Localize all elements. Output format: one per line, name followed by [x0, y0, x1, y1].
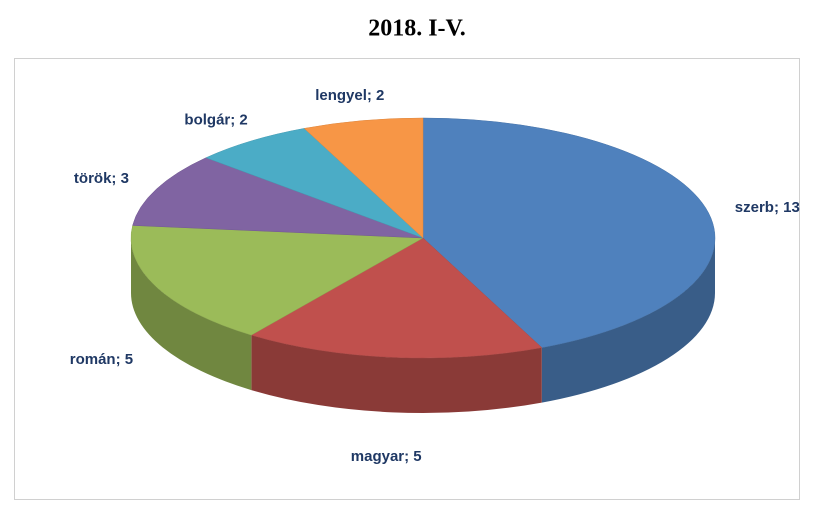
- pie-tops: [130, 117, 716, 359]
- data-label: török; 3: [74, 170, 129, 187]
- data-label: szerb; 13: [735, 199, 800, 216]
- slice-side: [541, 238, 715, 403]
- slice: [250, 237, 543, 359]
- data-label: román; 5: [70, 351, 133, 368]
- slice-side: [130, 238, 252, 391]
- slice: [422, 117, 716, 348]
- slice: [132, 157, 424, 239]
- slice-side: [251, 335, 542, 413]
- pie-labels: szerb; 13 magyar; 5 román; 5 török; 3 bolgár…: [70, 87, 800, 465]
- slice: [205, 128, 424, 239]
- slice: [303, 117, 424, 239]
- pie-sides: [130, 238, 715, 413]
- data-label: magyar; 5: [351, 448, 422, 465]
- data-label: lengyel; 2: [315, 87, 384, 104]
- slice: [130, 225, 424, 336]
- chart-title: 2018. I-V.: [368, 16, 466, 42]
- data-label: bolgár; 2: [184, 112, 247, 129]
